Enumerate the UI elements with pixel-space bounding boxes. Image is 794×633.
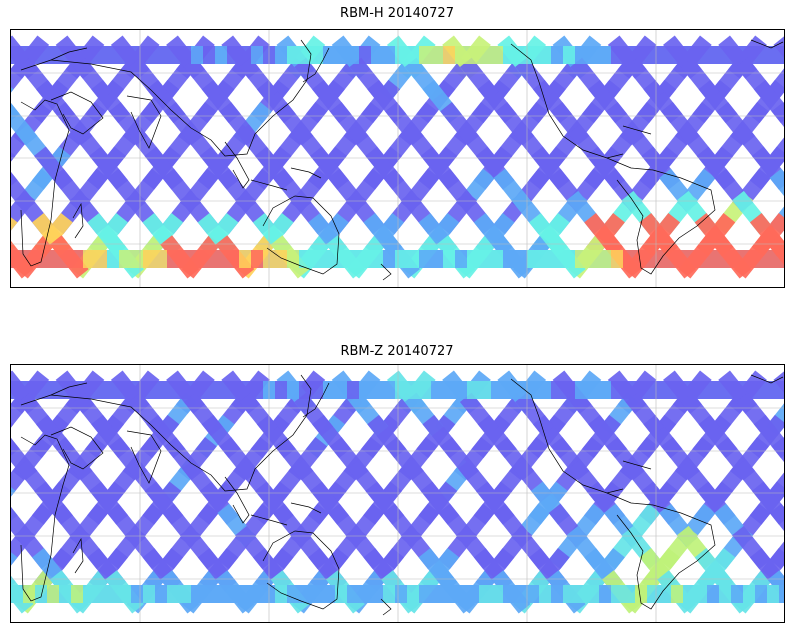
panel-title: RBM-Z 20140727 xyxy=(340,344,454,359)
coastlines xyxy=(20,39,784,281)
swath-map xyxy=(11,365,784,622)
map-frame xyxy=(10,364,785,623)
gridlines xyxy=(11,30,784,287)
satellite-swaths xyxy=(11,370,784,614)
satellite-swaths xyxy=(11,35,784,279)
panel-title: RBM-H 20140727 xyxy=(340,6,454,21)
gridlines xyxy=(11,365,784,622)
edge-band-patches xyxy=(11,46,784,268)
map-frame xyxy=(10,29,785,288)
coastlines xyxy=(20,374,784,616)
swath-map xyxy=(11,30,784,287)
